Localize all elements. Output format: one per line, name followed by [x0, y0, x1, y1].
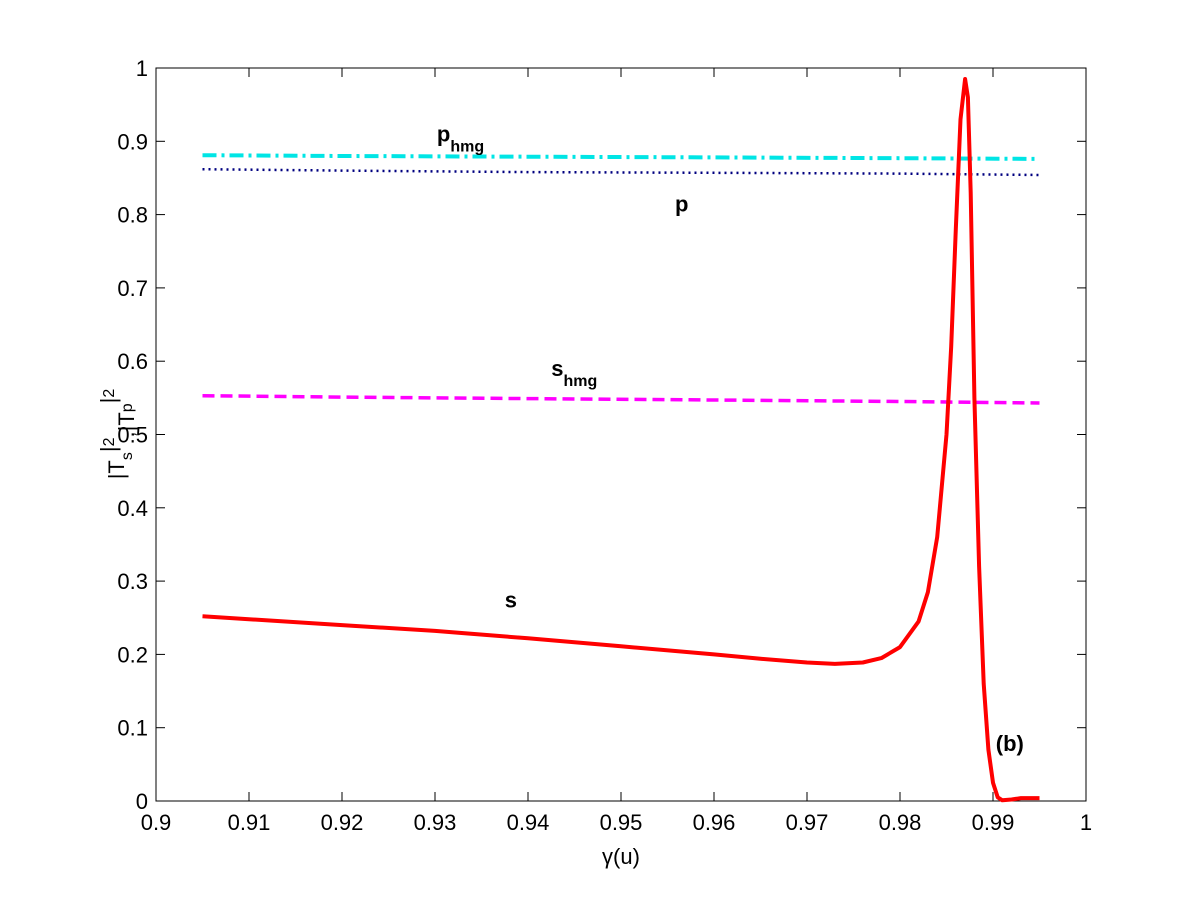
annotation-label: s [505, 587, 517, 612]
x-tick-label: 0.96 [693, 810, 736, 835]
y-axis-label-part: | [96, 398, 121, 404]
x-tick-label: 0.95 [600, 810, 643, 835]
x-tick-label: 0.99 [972, 810, 1015, 835]
x-tick-label: 0.91 [228, 810, 271, 835]
y-axis-label-part: ,|T [114, 412, 139, 437]
annotation-label: shmg [551, 356, 597, 390]
x-tick-label: 0.93 [414, 810, 457, 835]
series-line-0 [202, 153, 1040, 161]
x-tick-label: 0.94 [507, 810, 550, 835]
y-tick-label: 0 [136, 789, 148, 814]
annotation-base: p [675, 192, 688, 217]
annotation-label: (b) [996, 731, 1024, 756]
x-tick-label: 0.97 [786, 810, 829, 835]
y-axis-label-part: |T [104, 460, 129, 479]
x-tick-label: 0.98 [879, 810, 922, 835]
annotation-label: phmg [437, 121, 484, 155]
y-tick-label: 0.4 [117, 496, 148, 521]
annotation-subscript: hmg [450, 138, 484, 155]
axis-ticks: 0.9 0.91 0.92 0.93 0.94 0.95 0.96 0.97 0.98 0.99 1… [117, 56, 1092, 835]
y-axis-label: |Ts|2,|Tp|2 [96, 389, 139, 480]
x-tick-label: 1 [1080, 810, 1092, 835]
plot-area [155, 67, 1087, 802]
y-axis-label-part: s [119, 452, 136, 460]
series-group [202, 77, 1040, 803]
y-tick-label: 0.2 [117, 642, 148, 667]
x-tick-label: 0.92 [321, 810, 364, 835]
annotation-subscript: hmg [564, 373, 598, 390]
y-tick-label: 0.9 [117, 129, 148, 154]
y-axis-label-part: 2 [101, 437, 118, 446]
y-tick-label: 0.3 [117, 569, 148, 594]
y-tick-label: 1 [136, 56, 148, 81]
y-tick-label: 0.8 [117, 203, 148, 228]
annotation-base: s [505, 587, 517, 612]
annotation-base: (b) [996, 731, 1024, 756]
y-axis-label-part: p [119, 403, 136, 412]
y-tick-label: 0.6 [117, 349, 148, 374]
annotation-base: s [551, 356, 563, 381]
y-tick-label: 0.1 [117, 716, 148, 741]
y-tick-label: 0.7 [117, 276, 148, 301]
annotation-label: p [675, 192, 688, 217]
annotation-base: p [437, 121, 450, 146]
x-axis-label: γ(u) [602, 844, 640, 869]
series-line-2 [202, 393, 1040, 405]
x-tick-label: 0.9 [141, 810, 172, 835]
y-axis-label-part: | [96, 446, 121, 452]
y-tick-label: 0.5 [117, 423, 148, 448]
series-line-3 [202, 77, 1040, 803]
series-line-1 [202, 167, 1040, 177]
y-axis-label-part: 2 [101, 389, 118, 398]
